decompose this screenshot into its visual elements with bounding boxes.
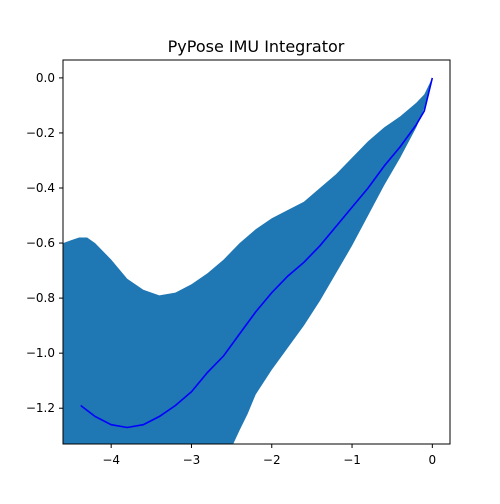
x-tick-label: −1	[343, 453, 361, 467]
axes-frame	[62, 59, 451, 445]
axes: −4 −3 −2 −1 0 0.0 −0.2 −0.4 −0.6 −0.8 −1.0 −1.2	[26, 59, 451, 467]
x-tick-label: −4	[102, 453, 120, 467]
trajectory-line	[80, 77, 434, 429]
y-tick-label: 0.0	[36, 71, 55, 85]
uncertainty-band	[63, 77, 433, 444]
y-tick-label: −0.2	[26, 126, 55, 140]
y-tick-label: −0.4	[26, 181, 55, 195]
y-tick-label: −0.8	[26, 291, 55, 305]
y-tick-label: −1.2	[26, 401, 55, 415]
plot-area	[63, 77, 434, 444]
x-tick-label: −2	[263, 453, 281, 467]
chart-title: PyPose IMU Integrator	[168, 37, 345, 56]
y-tick-label: −1.0	[26, 346, 55, 360]
x-tick-label: −3	[183, 453, 201, 467]
plot-clipped-group	[63, 77, 434, 444]
x-tick-label: 0	[429, 453, 437, 467]
y-tick-label: −0.6	[26, 236, 55, 250]
